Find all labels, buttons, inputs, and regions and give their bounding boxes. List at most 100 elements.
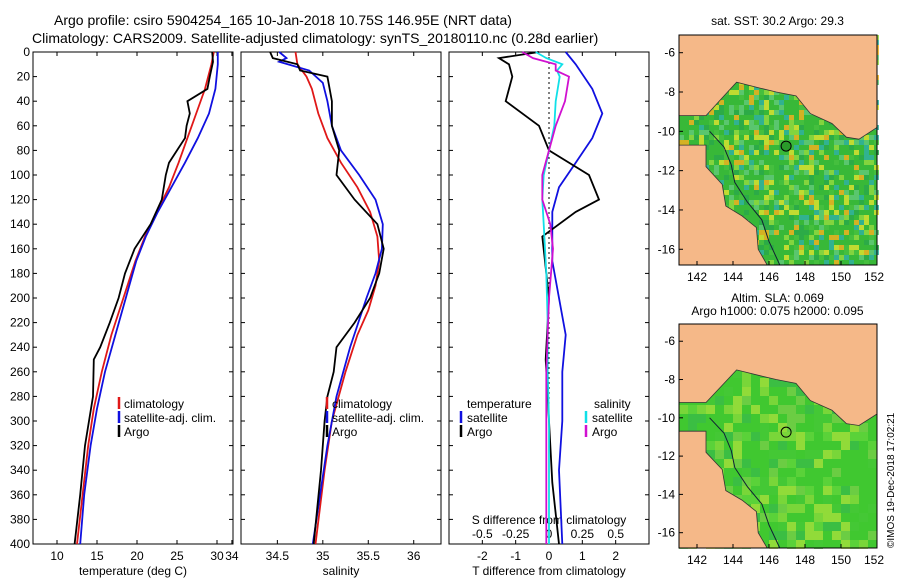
map-cell: [799, 115, 804, 120]
y-tick-label: 180: [10, 266, 30, 280]
map-cell: [796, 495, 805, 504]
map-cell: [774, 190, 779, 195]
map-cell: [814, 245, 819, 250]
map-cell: [694, 120, 699, 125]
map-cell: [774, 125, 779, 130]
map-cell: [854, 235, 859, 240]
y-tick-label: 80: [17, 143, 31, 157]
map-cell: [834, 130, 839, 135]
map-y-tick-label: -10: [658, 124, 676, 138]
map-cell: [824, 220, 829, 225]
map-cell: [814, 195, 819, 200]
map-cell: [734, 115, 739, 120]
map-cell: [789, 175, 794, 180]
map-cell: [832, 432, 841, 441]
map-cell: [839, 140, 844, 145]
map-cell: [832, 414, 841, 423]
map-cell: [734, 170, 739, 175]
map-cell: [719, 155, 724, 160]
map-x-tick-label: 152: [864, 553, 884, 567]
map-cell: [799, 110, 804, 115]
map-cell: [868, 504, 877, 513]
legend-label: Argo: [124, 425, 150, 439]
map-cell: [734, 165, 739, 170]
map-cell: [868, 450, 877, 459]
map-cell: [714, 130, 719, 135]
x-tick-label: 20: [130, 549, 144, 563]
map-cell: [794, 130, 799, 135]
map-cell: [850, 540, 859, 549]
map-cell: [834, 145, 839, 150]
map-cell: [759, 220, 764, 225]
map-cell: [764, 140, 769, 145]
map-cell: [829, 205, 834, 210]
map-cell: [784, 115, 789, 120]
map-cell: [799, 230, 804, 235]
map-cell: [859, 215, 864, 220]
map-cell: [869, 230, 874, 235]
map-cell: [794, 250, 799, 255]
map-cell: [697, 405, 706, 414]
map-cell: [759, 230, 764, 235]
map-cell: [804, 245, 809, 250]
map-cell: [829, 245, 834, 250]
map-cell: [859, 230, 864, 235]
map-cell: [819, 120, 824, 125]
x-tick-label: 10: [50, 549, 64, 563]
map-cell: [729, 90, 734, 95]
map-cell: [779, 225, 784, 230]
map-cell: [844, 160, 849, 165]
map-cell: [850, 495, 859, 504]
map-cell: [697, 414, 706, 423]
map-cell: [832, 513, 841, 522]
map-cell: [759, 150, 764, 155]
map-cell: [744, 135, 749, 140]
map-cell: [823, 495, 832, 504]
map-cell: [769, 477, 778, 486]
map-cell: [824, 170, 829, 175]
map-cell: [789, 150, 794, 155]
map-cell: [778, 378, 787, 387]
map-cell: [724, 160, 729, 165]
map-cell: [823, 405, 832, 414]
map-cell: [849, 185, 854, 190]
map-cell: [841, 540, 850, 549]
map-cell: [814, 205, 819, 210]
map-cell: [787, 450, 796, 459]
imos-credit: ©IMOS 19-Dec-2018 17:02:21: [886, 412, 897, 548]
map-cell: [864, 250, 869, 255]
map-cell: [869, 255, 874, 260]
map-cell: [734, 110, 739, 115]
map-cell: [809, 160, 814, 165]
map-cell: [844, 140, 849, 145]
map-cell: [829, 220, 834, 225]
map-cell: [784, 235, 789, 240]
map-cell: [742, 477, 751, 486]
map-cell: [823, 477, 832, 486]
map-cell: [799, 245, 804, 250]
map-cell: [769, 504, 778, 513]
x-tick-label: 1: [579, 549, 586, 563]
map-cell: [859, 423, 868, 432]
map-cell: [869, 250, 874, 255]
map-cell: [724, 405, 733, 414]
map-cell: [809, 170, 814, 175]
map-cell: [784, 205, 789, 210]
map-x-tick-label: 148: [795, 270, 815, 284]
map-cell: [859, 140, 864, 145]
map-cell: [754, 200, 759, 205]
map-cell: [864, 255, 869, 260]
map-cell: [789, 130, 794, 135]
map-cell: [844, 195, 849, 200]
map-cell: [734, 175, 739, 180]
map-cell: [841, 531, 850, 540]
map-cell: [824, 185, 829, 190]
map-cell: [854, 225, 859, 230]
map-x-tick-label: 146: [759, 270, 779, 284]
map-cell: [794, 155, 799, 160]
map-cell: [804, 260, 809, 265]
map-cell: [834, 185, 839, 190]
map-cell: [850, 441, 859, 450]
map-cell: [779, 110, 784, 115]
map-cell: [764, 175, 769, 180]
